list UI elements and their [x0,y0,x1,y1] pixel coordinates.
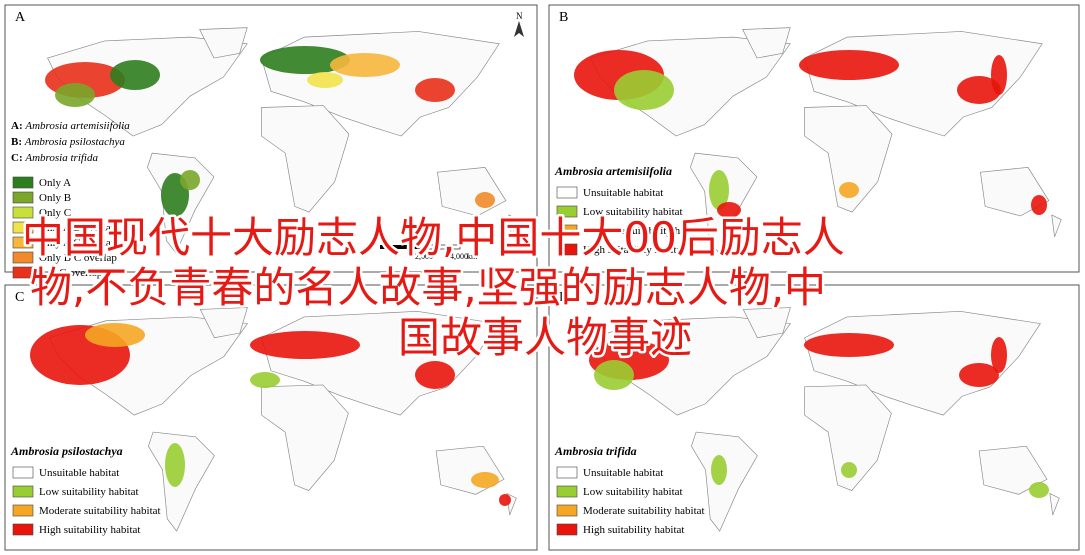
overlay-title: 国故事人物事迹 [398,313,692,362]
habitat-area [180,170,200,190]
legend-label: Moderate suitability habitat [583,505,705,517]
habitat-area [55,83,95,107]
scale-label: 4,000 [450,252,468,261]
habitat-area [260,46,350,74]
habitat-area [475,192,495,208]
legend-label: High suitability habitat [583,244,684,256]
habitat-area [841,462,857,478]
legend-label: Unsuitable habitat [583,467,663,479]
habitat-area [250,331,360,359]
legend-swatch [12,466,34,479]
legend-swatch [12,191,34,204]
panel-letter: C [15,290,24,305]
habitat-area [330,53,400,77]
habitat-area [959,363,999,387]
legend-label: Low suitability habitat [583,206,683,218]
habitat-area [799,50,899,80]
legend-label: Only C [39,207,71,219]
legend-swatch [556,504,578,517]
habitat-area [415,78,455,102]
habitat-area [717,202,741,218]
overlay-title: 中国现代十大励志人物,中国十大00后励志人 [22,213,845,262]
legend-swatch [12,206,34,219]
legend-label: Low suitability habitat [583,486,683,498]
map-panel: C Ambrosia psilostachya Unsuitable habitat… [4,284,538,551]
species-key: B: Ambrosia psilostachya [11,136,125,148]
legend-label: Only A C overlap [39,237,117,249]
legend-label: High suitability habitat [583,524,684,536]
legend-swatch [12,251,34,264]
legend-label: Low suitability habitat [39,486,139,498]
north-arrow [514,21,524,37]
habitat-area [594,360,634,390]
overlay-title: 物,不负青春的名人故事,坚强的励志人物,中 [30,263,826,312]
habitat-area [85,323,145,347]
map-panel: A A: Ambrosia artemisiifolia B: Ambrosia p… [4,4,538,279]
habitat-area [415,361,455,389]
habitat-area [307,72,343,88]
species-name: Ambrosia trifida [24,152,98,164]
panel-letter: A [15,10,26,25]
legend-swatch [12,266,34,279]
legend-swatch [556,224,578,237]
scale-label: 2,000 [415,252,433,261]
map-panel: B Ambrosia artemisiifolia Unsuitable habit… [548,4,1080,273]
panel-letter: B [559,10,568,25]
legend-title: Ambrosia artemisiifolia [554,164,672,178]
species-key: A: Ambrosia artemisiifolia [11,120,130,132]
legend-swatch [556,205,578,218]
habitat-area [839,182,859,198]
legend-swatch [12,221,34,234]
panel-letter: D [559,290,569,305]
legend-swatch [556,186,578,199]
habitat-area [804,333,894,357]
legend-swatch [556,243,578,256]
habitat-area [957,76,1001,104]
legend-swatch [12,485,34,498]
habitat-area [711,455,727,485]
habitat-area [471,472,499,488]
legend-label: A B C overlap [39,267,103,279]
legend-label: Only A [39,177,71,189]
species-letter: B: [11,136,25,148]
species-name: Ambrosia psilostachya [24,136,126,148]
legend-label: Unsuitable habitat [39,467,119,479]
legend-swatch [12,523,34,536]
scale-bar [380,245,420,249]
legend-swatch [12,176,34,189]
legend-label: Only A B overlap [39,222,117,234]
species-letter: C: [11,152,25,164]
legend-swatch [12,504,34,517]
species-key: C: Ambrosia trifida [11,152,98,164]
legend-label: Moderate suitability habitat [39,505,161,517]
north-label: N [516,11,523,21]
scale-label: km [467,252,478,261]
habitat-area [250,372,280,388]
legend-swatch [556,523,578,536]
legend-label: High suitability habitat [39,524,140,536]
species-name: Ambrosia artemisiifolia [24,120,130,132]
habitat-area [110,60,160,90]
map-panel: D Ambrosia trifida Unsuitable habitat Low s… [548,284,1080,551]
habitat-area [499,494,511,506]
habitat-area [1031,195,1047,215]
habitat-area [614,70,674,110]
habitat-area [991,337,1007,373]
legend-label: Moderate suitability habitat [583,225,705,237]
habitat-area [991,55,1007,95]
legend-label: Only B C overlap [39,252,117,264]
legend-label: Unsuitable habitat [583,187,663,199]
habitat-area [165,443,185,487]
legend-title: Ambrosia trifida [554,444,637,458]
legend-swatch [556,485,578,498]
habitat-area [1029,482,1049,498]
legend-label: Only B [39,192,71,204]
legend-swatch [556,466,578,479]
legend-title: Ambrosia psilostachya [10,444,123,458]
scale-bar [419,244,461,250]
habitat-area [709,170,729,210]
species-letter: A: [11,120,25,132]
legend-swatch [12,236,34,249]
